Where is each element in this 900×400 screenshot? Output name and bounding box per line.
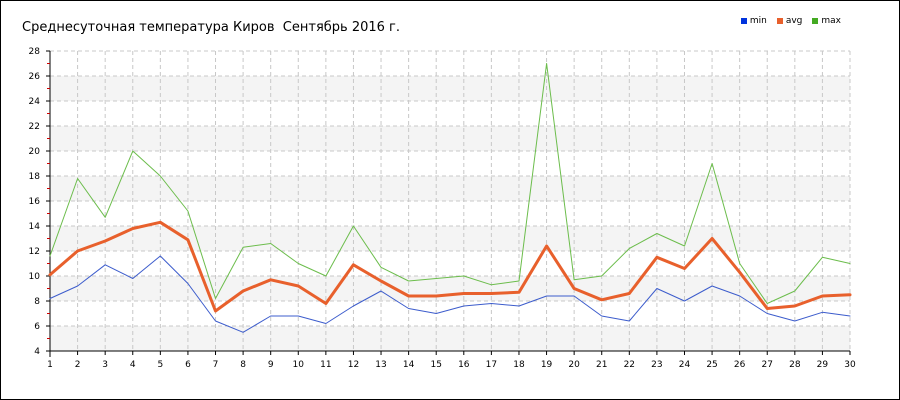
x-tick-label: 30 [844,360,856,370]
x-tick-label: 26 [734,360,746,370]
y-tick-label: 6 [34,322,40,332]
legend-swatch-avg [776,18,783,24]
x-tick-label: 21 [596,360,607,370]
y-tick-label: 8 [34,297,40,307]
x-tick-label: 29 [817,360,829,370]
x-tick-label: 27 [762,360,773,370]
legend-item-max: max [812,16,841,26]
x-tick-label: 10 [293,360,305,370]
x-tick-label: 16 [458,360,470,370]
y-tick-label: 12 [29,247,40,257]
series-line-avg [48,220,852,313]
x-tick-label: 5 [157,360,163,370]
grid-band [50,51,850,76]
y-tick-label: 22 [29,122,40,132]
x-tick-label: 7 [213,360,219,370]
y-tick-label: 14 [29,222,41,232]
x-tick-label: 17 [486,360,497,370]
grid-band [50,101,850,126]
y-tick-label: 28 [29,47,41,57]
legend-swatch-max [812,18,819,24]
axes [46,50,851,357]
x-tick-label: 15 [430,360,441,370]
x-tick-label: 13 [375,360,386,370]
x-tick-label: 2 [75,360,81,370]
legend-label-max: max [821,16,841,26]
legend-swatch-min [740,18,747,24]
legend: min avg max [740,16,841,26]
x-tick-label: 11 [320,360,331,370]
legend-item-min: min [740,16,767,26]
y-tick-label: 24 [29,97,41,107]
x-tick-label: 19 [541,360,553,370]
x-tick-label: 28 [789,360,801,370]
grid-band [50,151,850,176]
x-tick-label: 4 [130,360,136,370]
legend-label-min: min [749,16,767,26]
grid-lines [50,50,851,351]
grid-band [50,251,850,276]
x-tick-label: 20 [568,360,580,370]
legend-item-avg: avg [776,16,803,26]
series-line-min [49,255,851,333]
x-tick-label: 22 [624,360,635,370]
grid-band [50,326,850,351]
x-tick-label: 6 [185,360,191,370]
grid-band [50,126,850,151]
x-tick-label: 18 [513,360,525,370]
x-tick-label: 8 [240,360,246,370]
chart-title: Среднесуточная температура Киров Сентябр… [22,20,401,35]
grid-band [50,276,850,301]
grid-band [50,201,850,226]
x-tick-label: 14 [403,360,415,370]
x-tick-label: 9 [268,360,274,370]
x-tick-label: 1 [47,360,53,370]
x-tick-label: 3 [102,360,108,370]
y-tick-label: 4 [34,347,40,357]
series-lines [48,63,852,333]
y-tick-label: 18 [29,172,41,182]
grid-band [50,301,850,326]
legend-label-avg: avg [785,16,803,26]
x-tick-label: 24 [679,360,691,370]
y-tick-label: 16 [29,197,41,207]
y-tick-label: 26 [29,72,41,82]
grid-band [50,76,850,101]
series-line-max [49,63,851,304]
y-tick-label: 10 [29,272,41,282]
x-tick-label: 23 [651,360,662,370]
background-bands [50,51,850,351]
x-tick-label: 12 [348,360,359,370]
x-tick-label: 25 [706,360,717,370]
y-tick-label: 20 [29,147,41,157]
